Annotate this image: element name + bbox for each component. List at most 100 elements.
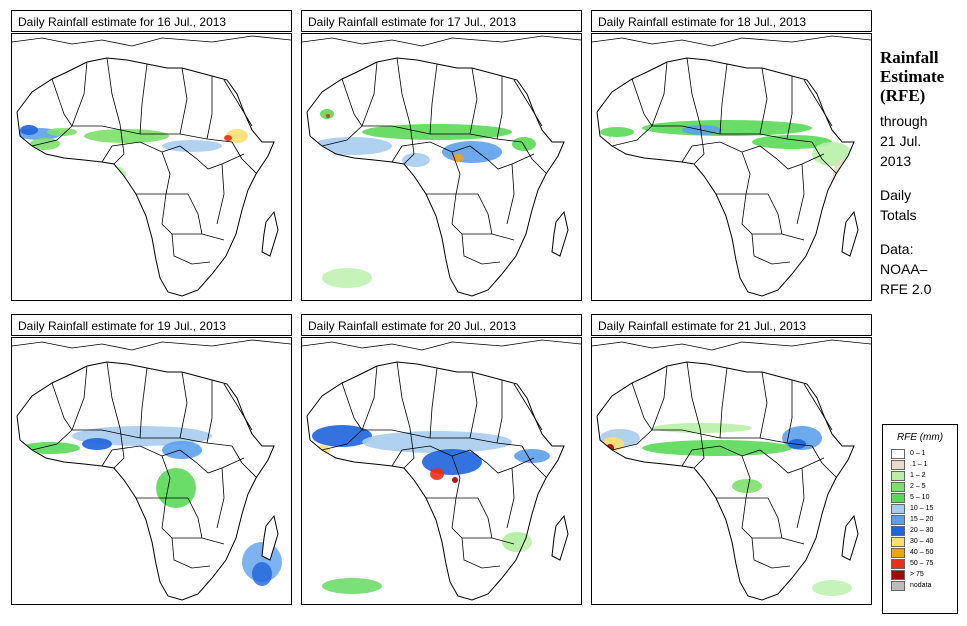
legend-item: 1 – 2: [891, 470, 957, 481]
country-border: [652, 429, 813, 447]
panel-title: Daily Rainfall estimate for 20 Jul., 201…: [301, 314, 582, 336]
rain-cell: [832, 159, 852, 209]
africa-land: [597, 362, 854, 600]
legend-label: 2 – 5: [910, 483, 926, 490]
country-border: [477, 193, 493, 235]
country-border: [139, 63, 148, 135]
country-border: [796, 467, 805, 529]
country-border: [101, 445, 181, 467]
country-border: [171, 537, 211, 569]
country-border: [741, 497, 782, 539]
rain-cell: [514, 449, 550, 463]
country-border: [469, 67, 478, 135]
country-border: [786, 380, 793, 444]
country-border: [72, 429, 233, 447]
legend-swatch: [891, 448, 905, 459]
country-border: [767, 497, 783, 539]
country-border: [477, 497, 493, 539]
country-border: [781, 233, 805, 241]
rainfall-map: [591, 337, 872, 605]
country-border: [506, 467, 515, 529]
rain-cell: [224, 135, 232, 141]
country-border: [686, 361, 701, 429]
country-border: [751, 233, 791, 265]
madagascar: [551, 210, 569, 257]
sidebar-title-1: Rainfall: [880, 48, 939, 67]
country-border: [321, 429, 363, 451]
sidebar-title-3: (RFE): [880, 86, 926, 105]
legend-item: .1 – 1: [891, 459, 957, 470]
country-border: [341, 78, 363, 127]
country-border: [751, 537, 791, 569]
country-border: [461, 233, 501, 265]
country-border: [106, 57, 121, 125]
country-border: [231, 445, 258, 479]
country-border: [693, 427, 705, 469]
country-border: [161, 193, 202, 235]
coastline: [306, 57, 565, 297]
legend-label: .1 – 1: [910, 461, 928, 468]
country-border: [651, 365, 668, 431]
country-border: [521, 445, 548, 479]
country-border: [741, 193, 782, 235]
country-border: [652, 125, 813, 143]
legend-swatch: [891, 547, 905, 558]
rain-cell: [32, 469, 72, 487]
ocean-rain-cell: [322, 268, 372, 288]
country-border: [71, 61, 88, 127]
rain-cell: [812, 142, 852, 166]
legend-label: 5 – 10: [910, 494, 930, 501]
end-date-1: 21 Jul.: [880, 133, 922, 149]
country-border: [681, 445, 761, 467]
rain-cell: [442, 141, 502, 163]
coastline: [16, 361, 275, 601]
country-border: [206, 380, 213, 444]
country-border: [51, 78, 73, 127]
country-border: [521, 141, 548, 175]
country-border: [31, 125, 73, 147]
legend-label: > 75: [910, 571, 924, 578]
red-sea-coast: [223, 79, 253, 127]
rain-cell: [312, 137, 392, 155]
rain-cell: [312, 194, 336, 234]
rainfall-map: [301, 337, 582, 605]
rain-cell: [732, 479, 762, 493]
africa-land: [307, 362, 564, 600]
country-border: [179, 371, 188, 439]
map-panel-jul21: Daily Rainfall estimate for 21 Jul., 201…: [591, 314, 887, 605]
africa-map-16: [12, 35, 291, 297]
legend-item: 2 – 5: [891, 481, 957, 492]
map-panel-jul17: Daily Rainfall estimate for 17 Jul., 201…: [301, 10, 597, 301]
map-panel-jul19: Daily Rainfall estimate for 19 Jul., 201…: [11, 314, 307, 605]
rainfall-map: [11, 33, 292, 301]
legend-label: 40 – 50: [910, 549, 934, 556]
country-border: [781, 537, 805, 545]
country-border: [106, 361, 121, 429]
sidebar-info: Rainfall Estimate (RFE) through 21 Jul. …: [880, 48, 966, 299]
legend-label: 1 – 2: [910, 472, 926, 479]
panel-title: Daily Rainfall estimate for 16 Jul., 201…: [11, 10, 292, 32]
africa-land: [17, 362, 274, 600]
country-border: [231, 141, 258, 175]
legend-label: 50 – 75: [910, 560, 934, 567]
rain-cell: [362, 431, 512, 453]
country-border: [113, 427, 125, 469]
country-border: [179, 449, 245, 474]
madagascar: [261, 514, 279, 561]
rain-cell: [430, 468, 444, 480]
country-border: [741, 151, 751, 195]
legend-label: 20 – 30: [910, 527, 934, 534]
daily-label: Daily: [880, 187, 912, 203]
country-border: [811, 445, 838, 479]
country-border: [811, 141, 838, 175]
color-legend: RFE (mm) 0 – 1 .1 – 1 1 – 2 2 – 5 5 – 10 10 –…: [882, 424, 958, 614]
rainfall-map: [591, 33, 872, 301]
source-1: NOAA–: [880, 261, 928, 277]
country-border: [759, 67, 768, 135]
rain-cell: [512, 137, 536, 151]
country-border: [179, 67, 188, 135]
panel-title: Daily Rainfall estimate for 18 Jul., 201…: [591, 10, 872, 32]
rain-cell: [600, 127, 634, 137]
country-border: [396, 57, 411, 125]
map-panel-jul20: Daily Rainfall estimate for 20 Jul., 201…: [301, 314, 597, 605]
